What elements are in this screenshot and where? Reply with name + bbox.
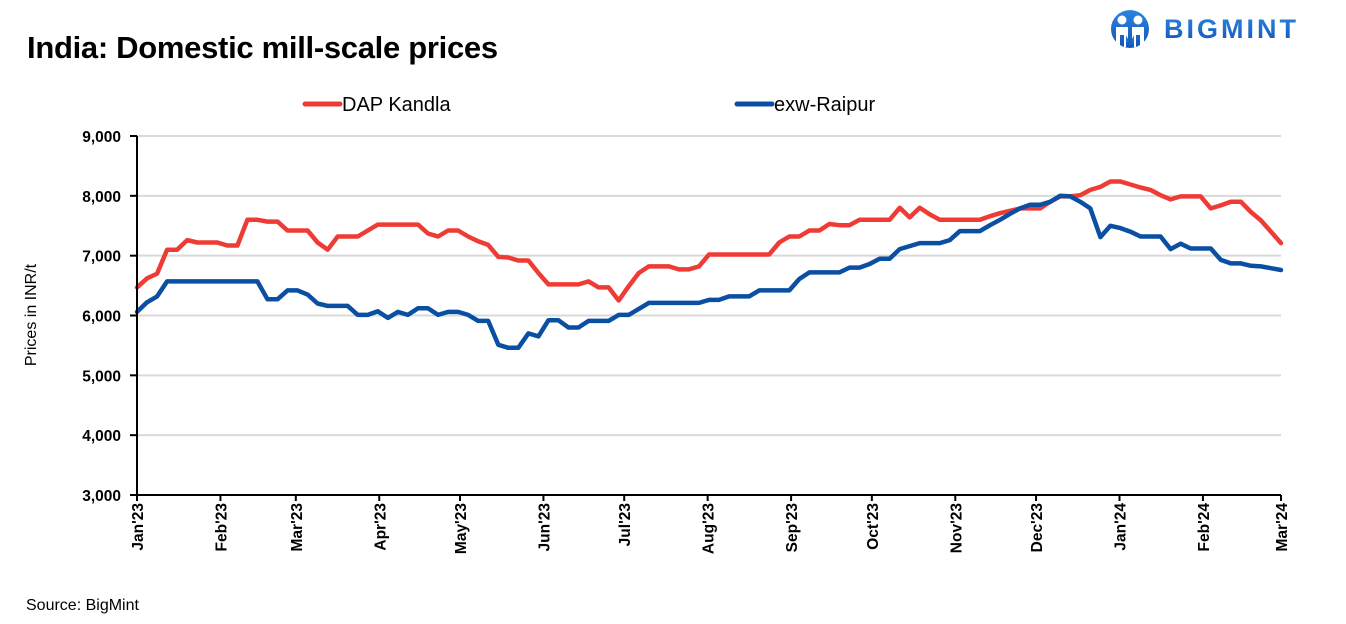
- x-tick-label: Aug'23: [701, 503, 718, 554]
- bigmint-logo: BIGMINT: [1108, 8, 1340, 50]
- x-axis-ticks: Jan'23 Feb'23 Mar'23 Apr'23 May'23 Jun'23 Jul'…: [130, 495, 1291, 554]
- x-tick-label: Jun'23: [536, 503, 553, 552]
- y-tick-label: 4,000: [82, 428, 121, 445]
- x-tick-label: Dec'23: [1029, 503, 1046, 553]
- series-line-dap-kandla: [134, 179, 1284, 303]
- y-axis-title: Prices in INR/t: [23, 263, 40, 366]
- legend: DAP Kandla exw-Raipur: [302, 94, 875, 116]
- chart-title: India: Domestic mill-scale prices: [27, 30, 498, 65]
- legend-label-exw-raipur: exw-Raipur: [774, 94, 875, 116]
- x-tick-label: Mar'23: [289, 503, 306, 552]
- series-lines: [134, 179, 1284, 351]
- gridlines: [137, 135, 1281, 437]
- y-tick-label: 5,000: [82, 368, 121, 385]
- y-axis-ticks: 3,000 4,000 5,000 6,000 7,000 8,000 9,000: [82, 129, 137, 505]
- bigmint-wordmark: BIGMINT: [1164, 13, 1299, 44]
- y-tick-label: 9,000: [82, 129, 121, 146]
- x-tick-label: Feb'24: [1196, 503, 1213, 552]
- x-tick-label: Oct'23: [865, 503, 882, 550]
- x-tick-label: Apr'23: [372, 503, 389, 551]
- x-tick-label: Sep'23: [784, 503, 801, 553]
- legend-label-dap-kandla: DAP Kandla: [342, 94, 451, 116]
- x-tick-label: Jan'24: [1112, 503, 1129, 551]
- x-tick-label: Nov'23: [948, 503, 965, 554]
- series-line-exw-raipur: [134, 193, 1284, 351]
- x-tick-label: Feb'23: [213, 503, 230, 552]
- x-tick-label: Mar'24: [1274, 503, 1291, 552]
- x-tick-label: May'23: [453, 503, 470, 554]
- x-tick-label: Jan'23: [130, 503, 147, 551]
- source-note: Source: BigMint: [26, 597, 139, 614]
- y-tick-label: 3,000: [82, 488, 121, 505]
- x-tick-label: Jul'23: [617, 503, 634, 547]
- bigmint-people-logo-icon: [1111, 10, 1149, 48]
- y-tick-label: 7,000: [82, 249, 121, 266]
- y-tick-label: 8,000: [82, 189, 121, 206]
- axes: [130, 136, 1281, 496]
- y-tick-label: 6,000: [82, 309, 121, 326]
